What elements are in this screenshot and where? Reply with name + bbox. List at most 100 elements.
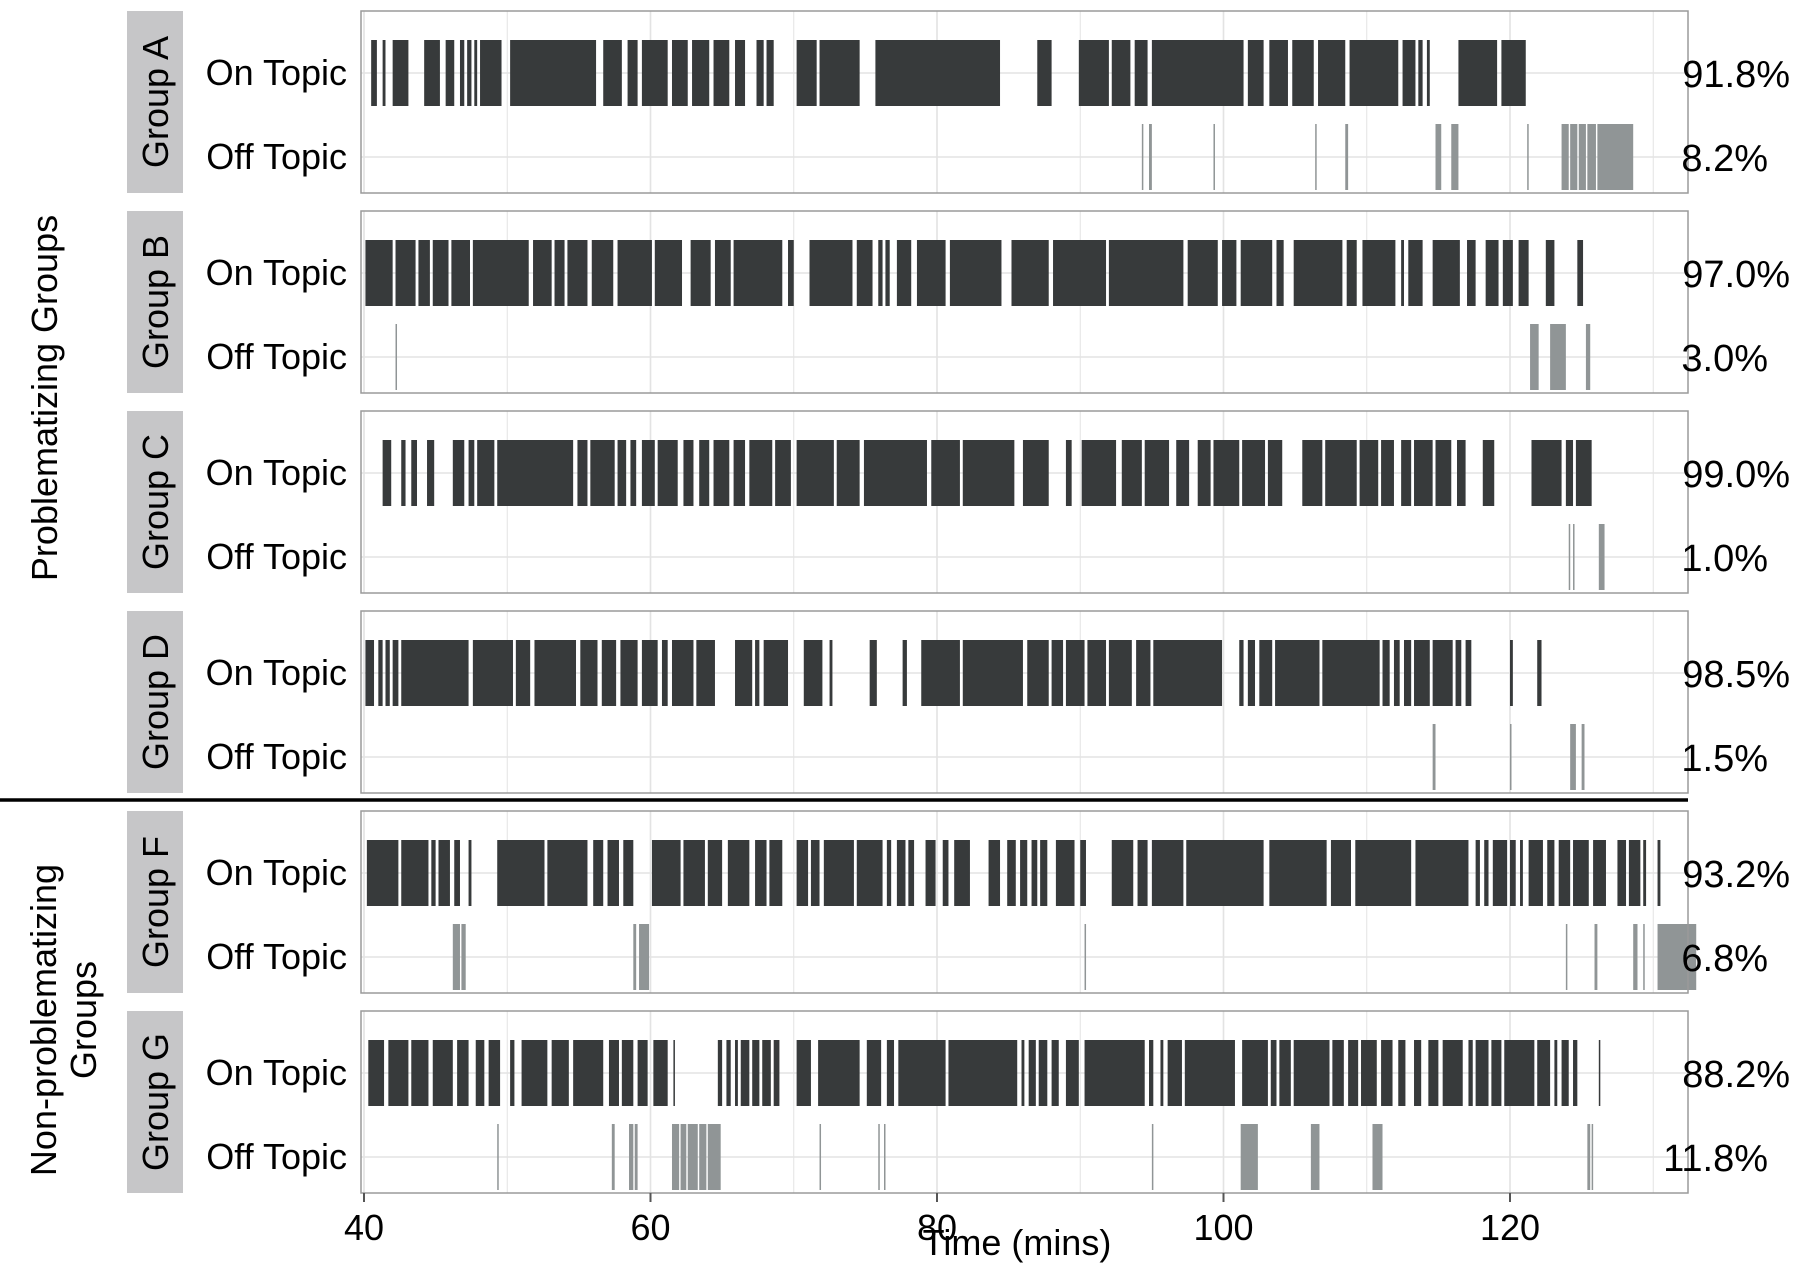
on-topic-bar (673, 1040, 675, 1106)
on-topic-bar (1575, 440, 1592, 506)
on-topic-bar (1510, 640, 1513, 706)
on-topic-bar (427, 440, 435, 506)
on-topic-bar (1442, 1040, 1463, 1106)
off-topic-bar (452, 924, 460, 990)
off-topic-bar (1587, 124, 1596, 190)
off-topic-bar (1598, 524, 1605, 590)
category-layer: Problematizing Groups Non-problematizingG… (0, 215, 1688, 1176)
off-topic-bar (1578, 124, 1586, 190)
on-topic-bar (735, 1040, 738, 1106)
on-topic-bar (533, 240, 552, 306)
off-topic-bar (1451, 124, 1459, 190)
facet-strip (127, 611, 183, 793)
on-topic-bar (617, 440, 627, 506)
on-topic-bar (823, 840, 854, 906)
on-topic-bar (1153, 640, 1223, 706)
on-topic-bar (1151, 40, 1244, 106)
on-topic-bar (925, 840, 936, 906)
on-topic-bar (451, 240, 471, 306)
on-topic-bar (921, 640, 960, 706)
on-topic-bar (554, 240, 565, 306)
off-topic-bar (883, 1124, 886, 1190)
on-topic-bar (1393, 640, 1400, 706)
off-topic-bar (1561, 124, 1569, 190)
on-topic-bar (1332, 1040, 1344, 1106)
on-topic-bar (590, 440, 615, 506)
off-topic-bar (1591, 1124, 1594, 1190)
on-topic-bar (1021, 1040, 1025, 1106)
on-topic-bar (1053, 240, 1107, 306)
on-topic-bar (962, 440, 1015, 506)
on-topic-bar (617, 240, 652, 306)
on-topic-bar (1213, 440, 1240, 506)
row-label-on-topic: On Topic (206, 452, 347, 493)
row-label-off-topic: Off Topic (206, 736, 347, 777)
on-topic-bar (1628, 840, 1641, 906)
on-topic-bar (1197, 440, 1211, 506)
on-topic-bar (908, 840, 915, 906)
on-topic-bar (1465, 640, 1472, 706)
on-topic-bar (534, 640, 577, 706)
on-topic-bar (365, 240, 393, 306)
on-topic-bar (763, 640, 789, 706)
on-topic-bar (735, 40, 746, 106)
on-topic-bar (1485, 240, 1499, 306)
off-topic-bar (1597, 124, 1634, 190)
frame-layer (360, 10, 1689, 1194)
on-topic-bar (475, 1040, 485, 1106)
on-topic-bar (886, 1040, 895, 1106)
on-topic-bar (627, 40, 638, 106)
on-topic-bar (1426, 40, 1430, 106)
on-topic-bar (1531, 440, 1562, 506)
off-topic-bar (819, 1124, 822, 1190)
on-topic-bar (1108, 640, 1132, 706)
off-topic-bar (687, 1124, 698, 1190)
on-topic-bar (1022, 440, 1049, 506)
on-topic-bar (1121, 440, 1142, 506)
on-topic-bar (762, 1040, 771, 1106)
on-topic-bar (1293, 240, 1343, 306)
row-label-off-topic: Off Topic (206, 936, 347, 977)
on-topic-bar (472, 640, 513, 706)
on-topic-bar (809, 240, 853, 306)
on-topic-bar (948, 1040, 1018, 1106)
on-topic-bar (896, 240, 912, 306)
on-topic-bar (1414, 1040, 1422, 1106)
on-topic-bar (459, 40, 465, 106)
on-topic-bar (803, 640, 823, 706)
on-topic-bar (1136, 640, 1151, 706)
on-topic-bar (654, 240, 683, 306)
on-topic-bar (1458, 40, 1498, 106)
off-topic-bar (1213, 124, 1215, 190)
off-topic-bar (707, 1124, 721, 1190)
on-topic-bar (432, 240, 449, 306)
on-topic-bar (432, 1040, 453, 1106)
on-topic-bar (603, 40, 622, 106)
on-topic-bar (1359, 440, 1379, 506)
on-topic-bar (366, 840, 399, 906)
on-topic-bar (866, 1040, 882, 1106)
x-tick-label: 120 (1480, 1207, 1540, 1248)
on-topic-bar (898, 1040, 946, 1106)
row-label-on-topic: On Topic (206, 852, 347, 893)
on-topic-bar (1084, 1040, 1145, 1106)
on-topic-bar (1267, 440, 1283, 506)
on-topic-bar (1247, 40, 1264, 106)
on-topic-bar (510, 40, 597, 106)
category-label-problematizing: Problematizing Groups (24, 215, 65, 581)
on-topic-bar (1561, 1040, 1569, 1106)
on-topic-bar (931, 440, 960, 506)
on-topic-bar (796, 840, 809, 906)
on-topic-bar (1528, 840, 1543, 906)
on-topic-bar (1065, 640, 1085, 706)
on-topic-bar (1279, 1040, 1291, 1106)
on-topic-bar (388, 1040, 409, 1106)
on-topic-bar (1401, 240, 1404, 306)
off-topic-percent: 6.8% (1681, 938, 1768, 980)
on-topic-bar (368, 1040, 385, 1106)
on-topic-bar (515, 640, 531, 706)
on-topic-bar (1186, 840, 1264, 906)
on-topic-bar (1468, 1040, 1473, 1106)
on-topic-percent: 99.0% (1682, 454, 1790, 496)
on-topic-bar (474, 40, 478, 106)
